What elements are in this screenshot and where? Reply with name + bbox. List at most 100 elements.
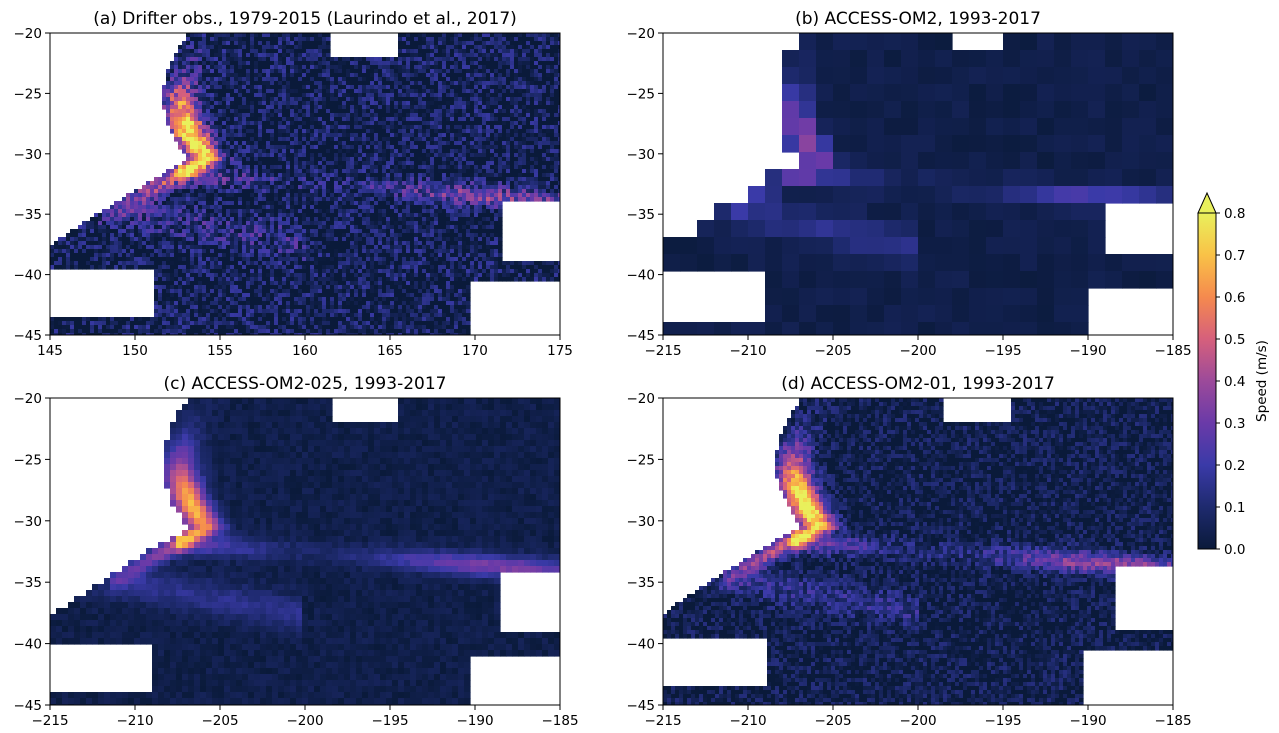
heatmap-cell [498, 85, 503, 90]
heatmap-cell [550, 93, 555, 98]
heatmap-cell [346, 145, 351, 150]
heatmap-cell [458, 117, 463, 122]
heatmap-cell [418, 233, 423, 238]
heatmap-cell [454, 221, 459, 226]
heatmap-cell [342, 89, 347, 94]
heatmap-cell [530, 85, 535, 90]
heatmap-cell [462, 45, 467, 50]
heatmap-cell [530, 49, 535, 54]
heatmap-cell [426, 185, 431, 190]
heatmap-cell [398, 49, 403, 54]
heatmap-cell [266, 141, 271, 146]
heatmap-cell [542, 197, 547, 202]
heatmap-cell [194, 65, 199, 70]
heatmap-cell [346, 77, 351, 82]
heatmap-cell [390, 93, 395, 98]
heatmap-cell [458, 205, 463, 210]
heatmap-cell [230, 45, 235, 50]
heatmap-cell [298, 141, 303, 146]
heatmap-cell [538, 125, 543, 130]
heatmap-cell [122, 229, 127, 234]
heatmap-cell [254, 213, 259, 218]
heatmap-cell [510, 145, 515, 150]
heatmap-cell [542, 185, 547, 190]
heatmap-cell [382, 117, 387, 122]
heatmap-cell [178, 129, 183, 134]
heatmap-cell [182, 197, 187, 202]
heatmap-cell [422, 153, 427, 158]
heatmap-cell [290, 65, 295, 70]
heatmap-cell [170, 233, 175, 238]
heatmap-cell [370, 85, 375, 90]
heatmap-cell [470, 61, 475, 66]
heatmap-cell [198, 61, 203, 66]
heatmap-cell [242, 221, 247, 226]
heatmap-cell [502, 45, 507, 50]
heatmap-cell [394, 137, 399, 142]
heatmap-cell [182, 49, 187, 54]
heatmap-cell [486, 201, 491, 206]
heatmap-cell [270, 201, 275, 206]
heatmap-cell [366, 229, 371, 234]
heatmap-cell [238, 141, 243, 146]
heatmap-cell [378, 173, 383, 178]
heatmap-cell [374, 73, 379, 78]
heatmap-cell [318, 109, 323, 114]
heatmap-cell [238, 53, 243, 58]
heatmap-cell [490, 153, 495, 158]
heatmap-cell [222, 97, 227, 102]
heatmap-cell [242, 89, 247, 94]
heatmap-cell [202, 193, 207, 198]
heatmap-cell [270, 149, 275, 154]
heatmap-cell [298, 229, 303, 234]
heatmap-cell [238, 73, 243, 78]
heatmap-cell [502, 105, 507, 110]
heatmap-cell [546, 129, 551, 134]
heatmap-cell [382, 221, 387, 226]
heatmap-cell [342, 109, 347, 114]
heatmap-cell [202, 101, 207, 106]
heatmap-cell [386, 213, 391, 218]
heatmap-cell [98, 237, 103, 242]
heatmap-cell [490, 45, 495, 50]
heatmap-cell [326, 169, 331, 174]
heatmap-cell [442, 33, 447, 38]
heatmap-cell [250, 65, 255, 70]
heatmap-cell [410, 169, 415, 174]
heatmap-cell [170, 113, 175, 118]
heatmap-cell [514, 41, 519, 46]
heatmap-cell [214, 157, 219, 162]
heatmap-cell [350, 65, 355, 70]
heatmap-cell [514, 61, 519, 66]
heatmap-cell [146, 213, 151, 218]
heatmap-cell [306, 145, 311, 150]
heatmap-cell [354, 149, 359, 154]
heatmap-cell [174, 73, 179, 78]
heatmap-cell [474, 157, 479, 162]
heatmap-cell [186, 133, 191, 138]
heatmap-cell [506, 105, 511, 110]
heatmap-cell [410, 193, 415, 198]
heatmap-cell [470, 89, 475, 94]
heatmap-cell [510, 173, 515, 178]
heatmap-cell [434, 89, 439, 94]
heatmap-cell [98, 225, 103, 230]
heatmap-cell [166, 201, 171, 206]
heatmap-cell [314, 37, 319, 42]
heatmap-cell [266, 81, 271, 86]
heatmap-cell [338, 213, 343, 218]
heatmap-cell [502, 141, 507, 146]
heatmap-cell [482, 225, 487, 230]
heatmap-cell [498, 105, 503, 110]
heatmap-cell [334, 61, 339, 66]
heatmap-cell [490, 93, 495, 98]
heatmap-cell [282, 117, 287, 122]
heatmap-cell [498, 137, 503, 142]
heatmap-cell [390, 153, 395, 158]
heatmap-cell [498, 121, 503, 126]
heatmap-cell [354, 229, 359, 234]
heatmap-cell [390, 101, 395, 106]
heatmap-cell [486, 69, 491, 74]
heatmap-cell [146, 197, 151, 202]
heatmap-cell [278, 113, 283, 118]
